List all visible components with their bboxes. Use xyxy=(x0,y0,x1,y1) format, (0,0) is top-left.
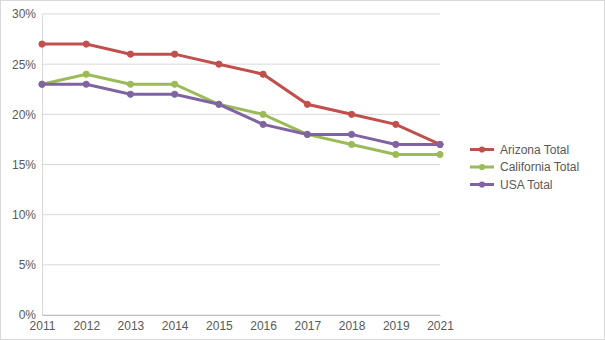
x-tick: 2014 xyxy=(162,315,189,333)
chart: 0%5%10%15%20%25%30%201120122013201420152… xyxy=(0,0,605,340)
y-tick: 20% xyxy=(12,108,42,122)
series-line xyxy=(42,84,440,144)
series-marker xyxy=(393,151,399,157)
series-marker xyxy=(348,111,354,117)
legend-marker xyxy=(479,164,485,170)
y-axis-line xyxy=(42,15,43,316)
legend-label: Arizona Total xyxy=(500,143,569,157)
series-marker xyxy=(172,91,178,97)
x-tick-label: 2015 xyxy=(206,319,233,333)
series-marker xyxy=(348,131,354,137)
y-tick-label: 5% xyxy=(19,258,37,272)
series-marker xyxy=(39,81,45,87)
grid-line xyxy=(42,14,440,15)
series-marker xyxy=(437,141,443,147)
series-marker xyxy=(304,131,310,137)
grid-line xyxy=(42,164,440,165)
y-tick-label: 15% xyxy=(12,158,36,172)
series xyxy=(39,41,443,148)
series-marker xyxy=(83,81,89,87)
series-line xyxy=(42,74,440,154)
series-layer xyxy=(39,41,443,158)
y-tick-label: 10% xyxy=(12,208,36,222)
series-marker xyxy=(437,141,443,147)
series-marker xyxy=(393,141,399,147)
series-marker xyxy=(127,81,133,87)
x-tick: 2018 xyxy=(339,315,366,333)
x-tick-label: 2017 xyxy=(294,319,321,333)
series-marker xyxy=(39,41,45,47)
series-marker xyxy=(83,71,89,77)
series xyxy=(39,71,443,157)
x-tick: 2012 xyxy=(73,315,100,333)
x-tick-label: 2018 xyxy=(339,319,366,333)
series-marker xyxy=(348,141,354,147)
series-marker xyxy=(127,51,133,57)
series-marker xyxy=(304,131,310,137)
grid-line xyxy=(42,214,440,215)
series-marker xyxy=(304,101,310,107)
legend-label: California Total xyxy=(500,160,579,174)
y-tick-label: 25% xyxy=(12,58,36,72)
x-tick-label: 2019 xyxy=(383,319,410,333)
x-tick-label: 2012 xyxy=(73,319,100,333)
series-marker xyxy=(127,91,133,97)
series-marker xyxy=(437,151,443,157)
series-marker xyxy=(216,101,222,107)
x-tick-label: 2014 xyxy=(162,319,189,333)
y-tick: 30% xyxy=(12,7,42,21)
x-tick-label: 2013 xyxy=(118,319,145,333)
series-marker xyxy=(260,121,266,127)
x-tick: 2015 xyxy=(206,315,233,333)
legend-item: USA Total xyxy=(470,178,552,192)
legend-label: USA Total xyxy=(500,178,552,192)
series-marker xyxy=(172,81,178,87)
series-marker xyxy=(83,41,89,47)
legend-item: California Total xyxy=(470,160,579,174)
series-marker xyxy=(216,61,222,67)
series-marker xyxy=(393,121,399,127)
x-tick-label: 2011 xyxy=(30,319,56,333)
grid-line xyxy=(42,64,440,65)
series-marker xyxy=(172,51,178,57)
chart-frame xyxy=(1,1,605,340)
grid xyxy=(42,14,440,315)
x-tick-label: 2021 xyxy=(427,319,454,333)
x-tick: 2017 xyxy=(294,315,321,333)
plot: 0%5%10%15%20%25%30%201120122013201420152… xyxy=(12,7,454,332)
x-axis: 2011 2012 2013 2014 2015 2016 2017 2018 2019 2021 xyxy=(30,315,455,333)
series-marker xyxy=(216,101,222,107)
series-line xyxy=(42,44,440,144)
legend-marker xyxy=(479,181,485,187)
series xyxy=(39,81,443,147)
x-tick: 2011 xyxy=(30,315,56,333)
y-tick: 10% xyxy=(12,208,42,222)
x-tick: 2013 xyxy=(118,315,145,333)
y-tick-label: 20% xyxy=(12,108,36,122)
y-tick-label: 30% xyxy=(12,7,36,21)
legend-marker xyxy=(479,146,485,152)
x-tick: 2016 xyxy=(250,315,277,333)
x-tick: 2019 xyxy=(383,315,410,333)
y-tick: 25% xyxy=(12,58,42,72)
series-marker xyxy=(260,71,266,77)
y-axis: 0%5%10%15%20%25%30% xyxy=(12,7,43,322)
grid-line xyxy=(42,264,440,265)
x-axis-line xyxy=(43,315,441,316)
series-marker xyxy=(39,81,45,87)
x-tick-label: 2016 xyxy=(250,319,277,333)
legend: Arizona Total California Total USA Total xyxy=(470,143,579,192)
x-tick: 2021 xyxy=(427,315,454,333)
series-marker xyxy=(260,111,266,117)
grid-line xyxy=(42,315,440,316)
legend-item: Arizona Total xyxy=(470,143,569,157)
y-tick: 15% xyxy=(12,158,42,172)
y-tick: 5% xyxy=(19,258,42,272)
